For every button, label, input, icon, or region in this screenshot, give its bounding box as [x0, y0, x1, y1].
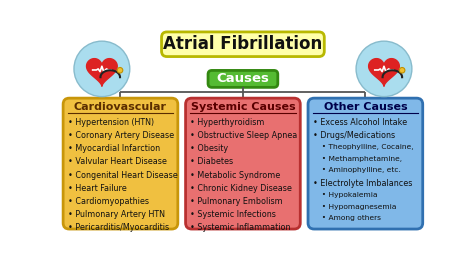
Text: Systemic Causes: Systemic Causes — [191, 102, 295, 112]
Text: • Aminophylline, etc.: • Aminophylline, etc. — [317, 167, 401, 173]
Text: • Coronary Artery Disease: • Coronary Artery Disease — [68, 131, 174, 140]
Text: • Pulmonary Artery HTN: • Pulmonary Artery HTN — [68, 210, 165, 219]
Text: • Heart Failure: • Heart Failure — [68, 184, 127, 193]
Text: • Hypertension (HTN): • Hypertension (HTN) — [68, 118, 154, 127]
Text: • Systemic Inflammation: • Systemic Inflammation — [190, 223, 291, 232]
Text: • Theophylline, Cocaine,: • Theophylline, Cocaine, — [317, 144, 414, 150]
Text: • Congenital Heart Disease: • Congenital Heart Disease — [68, 171, 178, 180]
Text: • Among others: • Among others — [317, 215, 381, 221]
Text: • Chronic Kidney Disease: • Chronic Kidney Disease — [190, 184, 292, 193]
Text: • Methamphetamine,: • Methamphetamine, — [317, 156, 402, 162]
Text: • Hyperthyroidism: • Hyperthyroidism — [190, 118, 264, 127]
FancyBboxPatch shape — [63, 98, 178, 229]
Text: • Valvular Heart Disease: • Valvular Heart Disease — [68, 157, 167, 167]
Text: • Cardiomyopathies: • Cardiomyopathies — [68, 197, 149, 206]
Text: • Pulmonary Embolism: • Pulmonary Embolism — [190, 197, 283, 206]
Text: • Systemic Infections: • Systemic Infections — [190, 210, 276, 219]
Text: • Diabetes: • Diabetes — [190, 157, 233, 167]
Circle shape — [399, 68, 405, 73]
Text: • Myocardial Infarction: • Myocardial Infarction — [68, 144, 160, 153]
Text: • Excess Alcohol Intake: • Excess Alcohol Intake — [313, 118, 407, 127]
FancyBboxPatch shape — [308, 98, 423, 229]
Text: Cardiovascular: Cardiovascular — [74, 102, 167, 112]
Text: • Metabolic Syndrome: • Metabolic Syndrome — [190, 171, 281, 180]
Text: Causes: Causes — [217, 72, 269, 85]
Text: • Hypokalemia: • Hypokalemia — [317, 192, 378, 198]
FancyBboxPatch shape — [208, 70, 278, 87]
Circle shape — [74, 41, 130, 97]
Polygon shape — [369, 59, 399, 86]
Circle shape — [117, 68, 123, 73]
FancyBboxPatch shape — [186, 98, 300, 229]
Text: • Obesity: • Obesity — [190, 144, 228, 153]
Text: • Drugs/Medications: • Drugs/Medications — [313, 131, 395, 140]
FancyBboxPatch shape — [162, 32, 324, 57]
Text: • Hypomagnesemia: • Hypomagnesemia — [317, 204, 397, 210]
Circle shape — [356, 41, 412, 97]
Text: • Obstructive Sleep Apnea: • Obstructive Sleep Apnea — [190, 131, 298, 140]
Text: Atrial Fibrillation: Atrial Fibrillation — [164, 35, 322, 53]
Polygon shape — [87, 59, 117, 86]
Text: Other Causes: Other Causes — [324, 102, 407, 112]
Text: • Electrolyte Imbalances: • Electrolyte Imbalances — [313, 179, 412, 188]
Text: • Pericarditis/Myocarditis: • Pericarditis/Myocarditis — [68, 223, 169, 232]
